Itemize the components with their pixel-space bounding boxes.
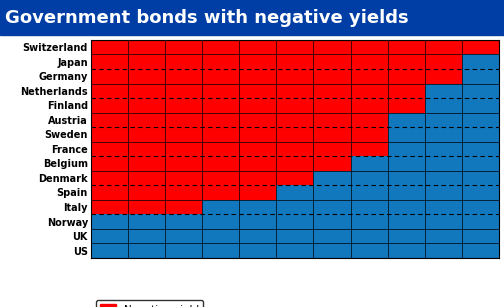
Bar (91, 127, 388, 142)
Bar (91, 113, 388, 127)
Bar (91, 142, 388, 156)
Bar (91, 156, 350, 171)
Text: Government bonds with negative yields: Government bonds with negative yields (5, 9, 409, 27)
Legend: Negative yield, Positive yield: Negative yield, Positive yield (96, 300, 203, 307)
Bar (91, 200, 202, 214)
Bar (91, 69, 462, 84)
Bar (91, 84, 425, 98)
Bar (91, 54, 462, 69)
Bar (91, 171, 313, 185)
Bar (91, 40, 499, 54)
Bar (91, 185, 276, 200)
Bar (91, 98, 425, 113)
